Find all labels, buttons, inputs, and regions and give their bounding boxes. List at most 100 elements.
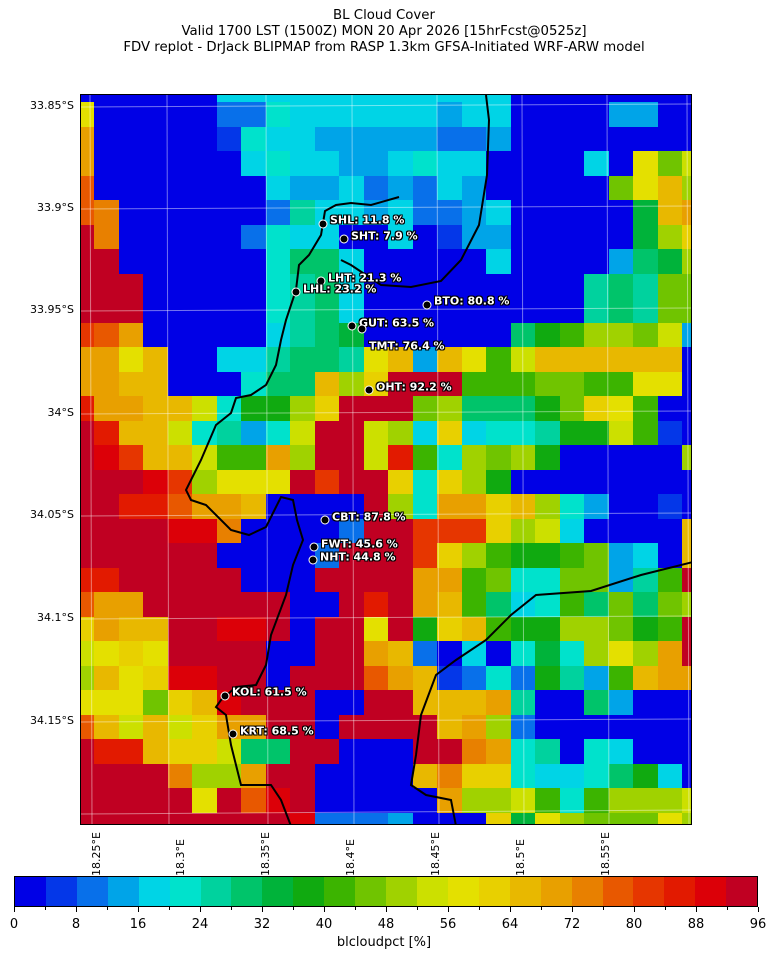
heatmap-cell (167, 102, 193, 128)
heatmap-cell (118, 592, 144, 618)
heatmap-cell (118, 763, 144, 789)
heatmap-cell (510, 322, 536, 348)
colorbar-tick (355, 907, 356, 910)
heatmap-cell (584, 396, 610, 422)
heatmap-cell (241, 224, 267, 250)
heatmap-cell (363, 788, 389, 814)
heatmap-cell (143, 151, 169, 177)
heatmap-cell (682, 788, 691, 814)
heatmap-cell (633, 469, 659, 495)
heatmap-cell (657, 322, 683, 348)
heatmap-cell (682, 273, 691, 299)
heatmap-cell (486, 665, 512, 691)
heatmap-cell (535, 788, 561, 814)
heatmap-cell (290, 641, 316, 667)
colorbar-tick-label: 32 (253, 917, 271, 932)
heatmap-cell (265, 102, 291, 128)
heatmap-cell (363, 126, 389, 152)
heatmap-cell (608, 224, 634, 250)
heatmap-cell (461, 126, 487, 152)
heatmap-cell (608, 543, 634, 569)
station-label: OHT: 92.2 % (376, 380, 452, 394)
station-label: KOL: 61.5 % (232, 685, 307, 699)
heatmap-cell (94, 445, 120, 471)
heatmap-cell (657, 469, 683, 495)
heatmap-cell (608, 714, 634, 740)
heatmap-cell (241, 249, 267, 275)
heatmap-cell (461, 273, 487, 299)
heatmap-cell (608, 151, 634, 177)
heatmap-cell (657, 396, 683, 422)
heatmap-cell (682, 249, 691, 275)
heatmap-cell (559, 592, 585, 618)
heatmap-cell (584, 347, 610, 373)
heatmap-cell (559, 224, 585, 250)
heatmap-cell (559, 788, 585, 814)
heatmap-cell (363, 763, 389, 789)
heatmap-cell (682, 739, 691, 765)
heatmap-cell (584, 175, 610, 201)
heatmap-cell (192, 739, 218, 765)
heatmap-cell (339, 95, 365, 103)
heatmap-cell (143, 714, 169, 740)
heatmap-cell (143, 420, 169, 446)
heatmap-cell (339, 641, 365, 667)
heatmap-cell (388, 175, 414, 201)
heatmap-cell (657, 420, 683, 446)
heatmap-cell (388, 641, 414, 667)
heatmap-cell (363, 347, 389, 373)
heatmap-cell (486, 567, 512, 593)
heatmap-cell (682, 567, 691, 593)
colorbar-tick (262, 907, 263, 912)
heatmap-cell (657, 95, 683, 103)
heatmap-cell (584, 224, 610, 250)
colorbar-tick (417, 907, 418, 910)
heatmap-cell (657, 567, 683, 593)
heatmap-cell (118, 567, 144, 593)
heatmap-cell (290, 224, 316, 250)
colorbar-segment (571, 877, 603, 906)
heatmap-cell (118, 347, 144, 373)
heatmap-cell (633, 690, 659, 716)
heatmap-cell (388, 543, 414, 569)
heatmap-cell (265, 469, 291, 495)
heatmap-cell (94, 126, 120, 152)
heatmap-cell (143, 298, 169, 324)
heatmap-cell (216, 494, 242, 520)
heatmap-cell (486, 788, 512, 814)
heatmap-cell (81, 151, 95, 177)
heatmap-cell (118, 396, 144, 422)
heatmap-cell (81, 641, 95, 667)
heatmap-cell (314, 714, 340, 740)
heatmap-cell (118, 273, 144, 299)
heatmap-cell (559, 371, 585, 397)
heatmap-cell (584, 812, 610, 824)
heatmap-cell (535, 224, 561, 250)
heatmap-cell (81, 518, 95, 544)
station-dot-icon (422, 300, 432, 310)
heatmap-cell (143, 249, 169, 275)
heatmap-cell (437, 690, 463, 716)
heatmap-cell (167, 249, 193, 275)
heatmap-cell (118, 420, 144, 446)
station-label: SHL: 11.8 % (330, 213, 405, 227)
colorbar-segment (231, 877, 263, 906)
heatmap-cell (167, 224, 193, 250)
heatmap-cell (461, 249, 487, 275)
heatmap-cell (510, 788, 536, 814)
heatmap-cell (657, 298, 683, 324)
heatmap-cell (118, 739, 144, 765)
heatmap-cell (339, 347, 365, 373)
heatmap-cell (608, 665, 634, 691)
colorbar-segment (478, 877, 510, 906)
heatmap-cell (241, 812, 267, 824)
heatmap-cell (559, 739, 585, 765)
heatmap-cell (143, 616, 169, 642)
heatmap-cell (412, 665, 438, 691)
heatmap-cell (94, 102, 120, 128)
heatmap-cell (584, 371, 610, 397)
heatmap-cell (608, 445, 634, 471)
heatmap-cell (363, 518, 389, 544)
heatmap-cell (559, 812, 585, 824)
heatmap-cell (192, 347, 218, 373)
